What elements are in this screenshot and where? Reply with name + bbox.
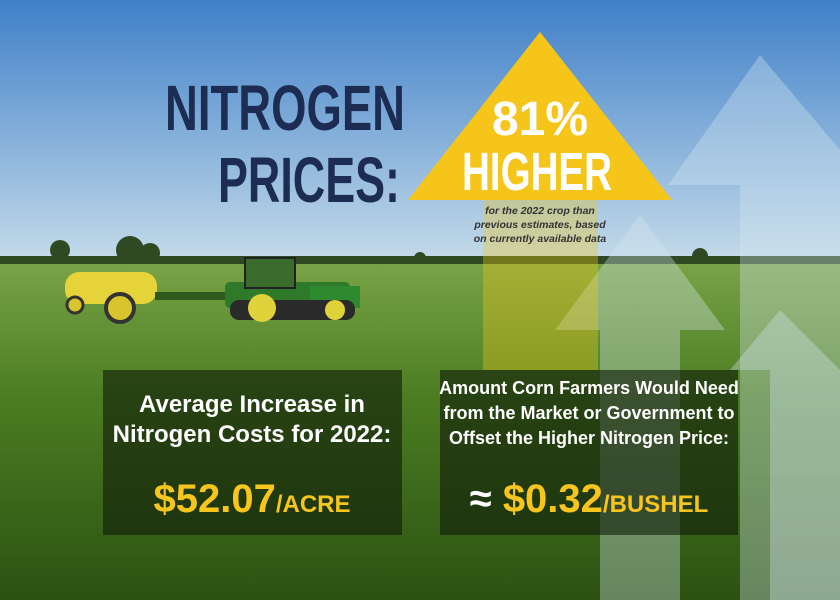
value-prefix: ≈ <box>470 477 492 521</box>
arrow-word: HIGHER <box>462 142 612 202</box>
box-label: Offset the Higher Nitrogen Price: <box>449 428 729 448</box>
box-label: Nitrogen Costs for 2022: <box>113 421 392 448</box>
value-number: $0.32 <box>503 477 603 521</box>
note-line: previous estimates, based <box>473 219 606 231</box>
note-line: for the 2022 crop than <box>485 205 595 217</box>
tractor <box>65 257 360 324</box>
arrow-percent: 81% <box>492 93 588 146</box>
spacer <box>492 477 503 521</box>
stat-texts: Average Increase in Nitrogen Costs for 20… <box>113 378 739 521</box>
headline-line: PRICES: <box>218 144 400 216</box>
box-label: from the Market or Government to <box>443 403 734 423</box>
box-value: $52.07/ACRE <box>153 477 350 521</box>
headline-line: NITROGEN <box>165 72 405 144</box>
box-label: Average Increase in <box>139 391 365 418</box>
value-number: $52.07 <box>153 477 275 521</box>
headline: NITROGEN PRICES: <box>165 72 405 216</box>
stat-box <box>440 370 738 535</box>
stat-box <box>103 370 402 535</box>
box-label: Amount Corn Farmers Would Need <box>439 378 739 398</box>
note-line: on currently available data <box>474 233 607 245</box>
value-unit: /ACRE <box>276 491 351 518</box>
value-unit: /BUSHEL <box>603 491 708 518</box>
treeline <box>0 236 840 264</box>
arrow-note: for the 2022 crop than previous estimates… <box>473 205 606 245</box>
sky <box>0 0 840 262</box>
box-value: ≈ $0.32/BUSHEL <box>470 477 709 521</box>
yellow-arrow <box>408 32 672 370</box>
